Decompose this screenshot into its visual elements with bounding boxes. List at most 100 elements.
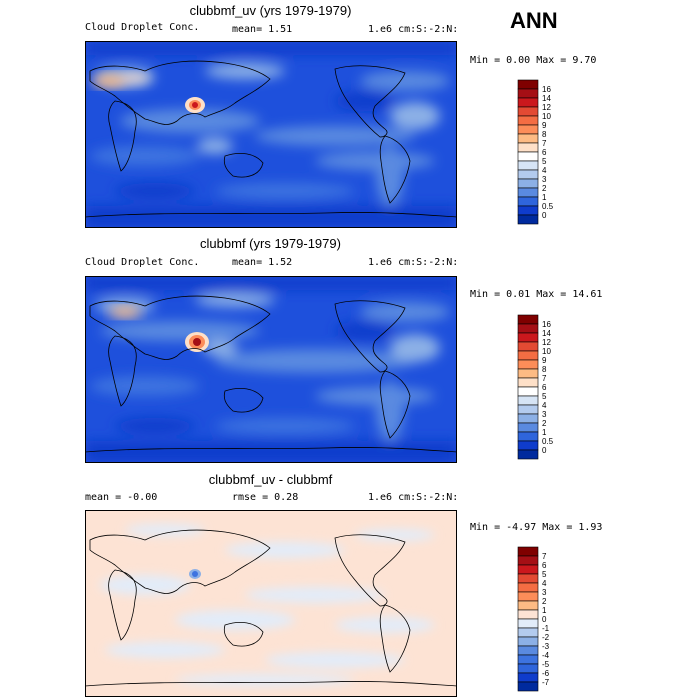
colorbar-tick-label: 2 [542,419,547,428]
panel1-mean-text: mean= 1.51 [232,24,293,35]
colorbar-tick-label: 9 [542,121,547,130]
panel2-title: clubbmf (yrs 1979-1979) [200,236,341,251]
colorbar-box [517,359,539,370]
colorbar-box [517,555,539,566]
colorbar-box [517,573,539,584]
colorbar-box [517,106,539,117]
colorbar-box [517,178,539,189]
colorbar-box [517,88,539,99]
colorbar-box [517,654,539,665]
colorbar-tick-label: 10 [542,112,551,121]
colorbar-tick-label: 8 [542,130,547,139]
panel1-left-text: Cloud Droplet Conc. [85,22,200,33]
colorbar-box [517,97,539,108]
colorbar-tick-label: 4 [542,166,547,175]
panel3-mean-text: mean = -0.00 [85,492,158,503]
panel1-minmax-text: Min = 0.00 Max = 9.70 [470,55,597,66]
colorbar-tick-label: 10 [542,347,551,356]
colorbar-box [517,645,539,656]
colorbar-box [517,672,539,683]
panel3-units-text: 1.e6 cm:S:-2:N: [368,492,459,503]
colorbar-tick-label: 8 [542,365,547,374]
panel2-units-text: 1.e6 cm:S:-2:N: [368,257,459,268]
colorbar-tick-label: -1 [542,624,550,633]
panel3-minmax-text: Min = -4.97 Max = 1.93 [470,522,603,533]
panel1-title: clubbmf_uv (yrs 1979-1979) [189,3,352,18]
colorbar-tick-label: 0 [542,211,547,220]
colorbar-tick-label: 1 [542,606,547,615]
colorbar-box [517,142,539,153]
colorbar-box [517,681,539,692]
colorbar-box [517,395,539,406]
colorbar-box [517,600,539,611]
colorbar-tick-label: 5 [542,570,547,579]
colorbar-box [517,627,539,638]
colorbar-box [517,591,539,602]
colorbar-box [517,404,539,415]
colorbar-tick-label: -4 [542,651,550,660]
colorbar-box [517,582,539,593]
panel1-units-text: 1.e6 cm:S:-2:N: [368,24,459,35]
colorbar-tick-label: 0 [542,615,547,624]
colorbar-box [517,449,539,460]
colorbar-tick-label: 4 [542,579,547,588]
season-label: ANN [510,8,558,33]
panel2-mean-text: mean= 1.52 [232,257,293,268]
colorbar-box [517,332,539,343]
colorbar-box [517,368,539,379]
colorbar-tick-label: 16 [542,85,551,94]
colorbar-box [517,187,539,198]
colorbar-tick-label: 0 [542,446,547,455]
colorbar-box [517,422,539,433]
colorbar-box [517,151,539,162]
panel3-rmse-text: rmse = 0.28 [232,492,299,503]
colorbar-tick-label: 1 [542,428,547,437]
colorbar-box [517,440,539,451]
panel1-map [85,41,457,228]
colorbar-tick-label: 7 [542,374,547,383]
colorbar-box [517,618,539,629]
panel2-minmax-text: Min = 0.01 Max = 14.61 [470,289,603,300]
colorbar-tick-label: 12 [542,338,551,347]
colorbar-tick-label: 5 [542,157,547,166]
colorbar-tick-label: -5 [542,660,550,669]
colorbar-box [517,386,539,397]
colorbar-box [517,169,539,180]
colorbar-tick-label: 14 [542,94,551,103]
colorbar-tick-label: 2 [542,184,547,193]
colorbar-box [517,546,539,557]
panel3-map [85,510,457,697]
colorbar-tick-label: 14 [542,329,551,338]
colorbar-box [517,636,539,647]
colorbar-box [517,377,539,388]
colorbar-box [517,609,539,620]
colorbar-box [517,205,539,216]
colorbar-box [517,350,539,361]
colorbar-tick-label: -2 [542,633,550,642]
colorbar-tick-label: 7 [542,139,547,148]
colorbar-box [517,663,539,674]
colorbar-box [517,431,539,442]
colorbar-tick-label: -7 [542,678,550,687]
panel2-left-text: Cloud Droplet Conc. [85,257,200,268]
colorbar-box [517,133,539,144]
colorbar-tick-label: 3 [542,175,547,184]
colorbar-tick-label: 12 [542,103,551,112]
colorbar-tick-label: 6 [542,148,547,157]
colorbar-tick-label: 3 [542,588,547,597]
colorbar-tick-label: 7 [542,552,547,561]
colorbar-tick-label: 3 [542,410,547,419]
colorbar-tick-label: 0.5 [542,437,554,446]
panel2-map [85,276,457,463]
colorbar-tick-label: 0.5 [542,202,554,211]
colorbar-tick-label: 9 [542,356,547,365]
colorbar-box [517,115,539,126]
colorbar-tick-label: -6 [542,669,550,678]
colorbar-box [517,564,539,575]
colorbar-tick-label: 1 [542,193,547,202]
colorbar-box [517,413,539,424]
colorbar-box [517,314,539,325]
